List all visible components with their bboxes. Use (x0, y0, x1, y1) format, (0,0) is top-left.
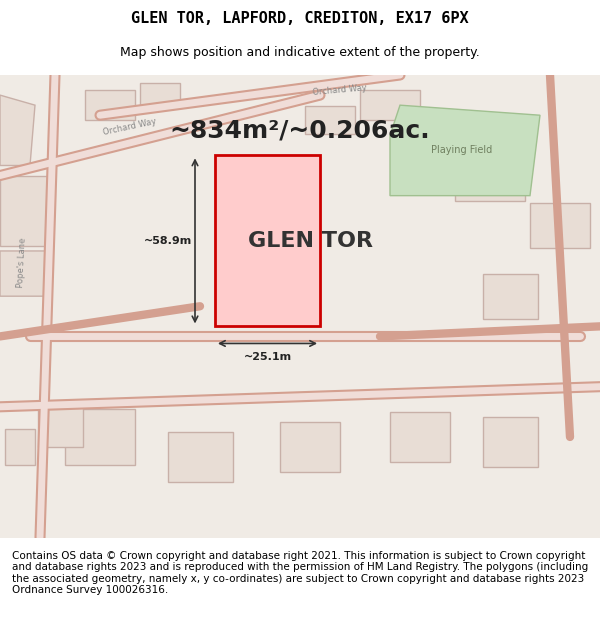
Polygon shape (215, 156, 320, 326)
Bar (167, 432, 233, 482)
Text: GLEN TOR: GLEN TOR (248, 231, 373, 251)
Polygon shape (390, 105, 540, 196)
Text: Pope's Lane: Pope's Lane (16, 238, 28, 288)
Bar (482, 274, 538, 319)
Text: GLEN TOR, LAPFORD, CREDITON, EX17 6PX: GLEN TOR, LAPFORD, CREDITON, EX17 6PX (131, 11, 469, 26)
Text: Contains OS data © Crown copyright and database right 2021. This information is : Contains OS data © Crown copyright and d… (12, 551, 588, 596)
Bar (140, 82, 180, 107)
Text: Orchard Way: Orchard Way (103, 118, 158, 138)
Bar (305, 106, 355, 134)
Polygon shape (0, 251, 50, 296)
Bar (530, 203, 590, 248)
Text: Map shows position and indicative extent of the property.: Map shows position and indicative extent… (120, 46, 480, 59)
Bar (482, 417, 538, 467)
Bar (390, 412, 450, 462)
Polygon shape (0, 176, 50, 246)
Text: ~58.9m: ~58.9m (144, 236, 192, 246)
Bar (5, 429, 35, 464)
Text: Playing Field: Playing Field (431, 146, 493, 156)
Text: ~25.1m: ~25.1m (244, 351, 292, 361)
Bar (455, 151, 525, 201)
Bar (280, 422, 340, 472)
Bar (37, 407, 83, 447)
Bar (360, 90, 420, 120)
Text: ~834m²/~0.206ac.: ~834m²/~0.206ac. (170, 118, 430, 142)
Text: Orchard Way: Orchard Way (313, 83, 367, 97)
Polygon shape (0, 95, 35, 166)
Bar (85, 90, 135, 120)
Bar (65, 409, 135, 464)
